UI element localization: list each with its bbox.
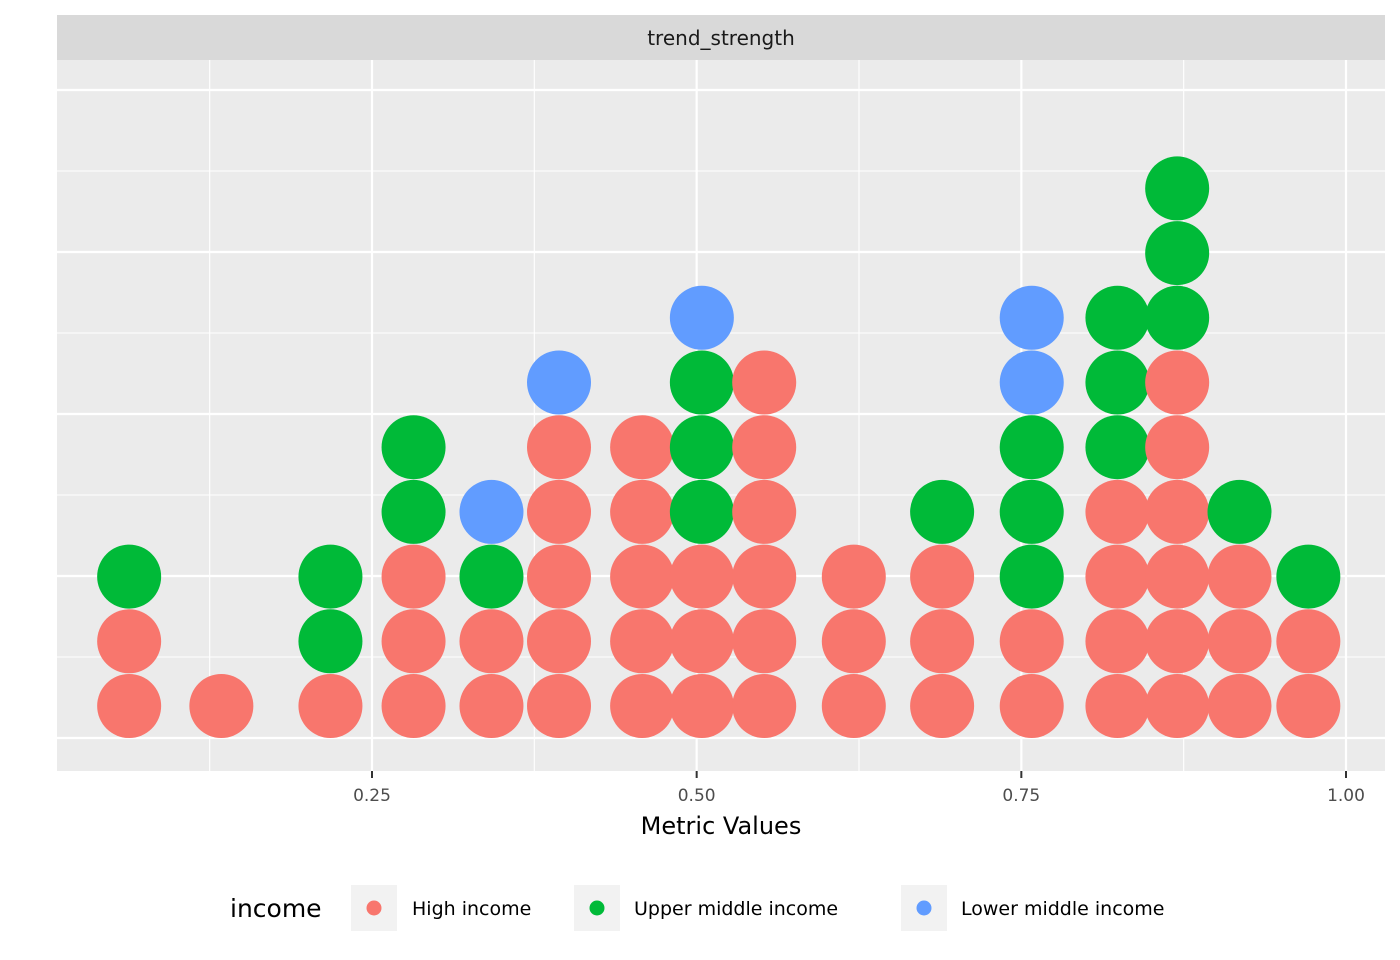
dot-high [910, 609, 975, 674]
legend-dot-high [366, 900, 382, 916]
dot-upper [999, 479, 1064, 544]
legend-title: income [230, 894, 322, 923]
dots-layer [97, 156, 1341, 738]
dot-high [381, 544, 446, 609]
dot-high [999, 674, 1064, 738]
legend-dot-lower [916, 900, 932, 916]
dot-high [1145, 544, 1210, 609]
dot-upper [1145, 285, 1210, 350]
dot-high [1207, 544, 1272, 609]
dot-high [1145, 674, 1210, 738]
legend: income High income Upper middle income Low… [230, 885, 1164, 931]
dot-high [459, 674, 524, 738]
dot-high [381, 674, 446, 738]
facet-strip [57, 15, 1385, 60]
dot-upper [669, 479, 734, 544]
dot-high [732, 479, 797, 544]
dot-high [189, 674, 254, 738]
dot-high [610, 674, 675, 738]
dot-high [669, 674, 734, 738]
dot-high [732, 350, 797, 415]
dot-high [669, 544, 734, 609]
dot-high [610, 479, 675, 544]
dot-high [1276, 674, 1341, 738]
dot-high [1145, 609, 1210, 674]
dot-upper [999, 544, 1064, 609]
dot-upper [1085, 415, 1150, 480]
dot-upper [910, 479, 975, 544]
dot-high [732, 674, 797, 738]
dot-lower [527, 350, 592, 415]
dot-high [610, 609, 675, 674]
dot-high [527, 674, 592, 738]
dot-high [910, 544, 975, 609]
dot-high [97, 674, 162, 738]
dot-upper [1145, 156, 1210, 221]
legend-label-upper: Upper middle income [634, 898, 838, 920]
dot-high [527, 415, 592, 480]
dot-high [1085, 544, 1150, 609]
dot-upper [669, 350, 734, 415]
dot-high [1085, 609, 1150, 674]
dot-upper [1085, 285, 1150, 350]
dot-lower [669, 285, 734, 350]
x-tick-label: 1.00 [1327, 786, 1365, 806]
x-axis-title: Metric Values [641, 812, 802, 840]
dot-lower [999, 350, 1064, 415]
dot-high [1085, 479, 1150, 544]
dot-high [1207, 609, 1272, 674]
dot-high [1207, 674, 1272, 738]
legend-dot-upper [589, 900, 605, 916]
dot-high [1145, 415, 1210, 480]
dot-high [1145, 479, 1210, 544]
dot-upper [1207, 479, 1272, 544]
dot-upper [381, 415, 446, 480]
dot-high [610, 415, 675, 480]
dot-upper [1085, 350, 1150, 415]
dot-upper [298, 609, 363, 674]
dot-high [97, 609, 162, 674]
dot-upper [459, 544, 524, 609]
dot-high [821, 609, 886, 674]
dot-high [999, 609, 1064, 674]
x-tick-label: 0.25 [353, 786, 391, 806]
facet-strip-label: trend_strength [647, 26, 795, 50]
dot-high [821, 674, 886, 738]
dot-high [298, 674, 363, 738]
legend-label-lower: Lower middle income [961, 898, 1164, 920]
legend-label-high: High income [412, 898, 531, 920]
dot-upper [1145, 221, 1210, 286]
dot-high [821, 544, 886, 609]
dot-upper [669, 415, 734, 480]
dot-high [527, 609, 592, 674]
dot-high [910, 674, 975, 738]
dot-high [732, 415, 797, 480]
dot-high [527, 479, 592, 544]
dot-upper [97, 544, 162, 609]
dot-upper [1276, 544, 1341, 609]
dot-upper [999, 415, 1064, 480]
dot-high [1276, 609, 1341, 674]
dot-high [381, 609, 446, 674]
dot-upper [298, 544, 363, 609]
dot-high [732, 544, 797, 609]
dot-lower [999, 285, 1064, 350]
dot-high [1145, 350, 1210, 415]
dot-high [459, 609, 524, 674]
dot-high [527, 544, 592, 609]
x-axis: 0.25 0.50 0.75 1.00 [353, 771, 1365, 806]
dot-upper [381, 479, 446, 544]
dot-lower [459, 479, 524, 544]
dot-high [1085, 674, 1150, 738]
x-tick-label: 0.50 [678, 786, 716, 806]
dot-high [610, 544, 675, 609]
x-tick-label: 0.75 [1002, 786, 1040, 806]
dot-high [732, 609, 797, 674]
dot-high [669, 609, 734, 674]
